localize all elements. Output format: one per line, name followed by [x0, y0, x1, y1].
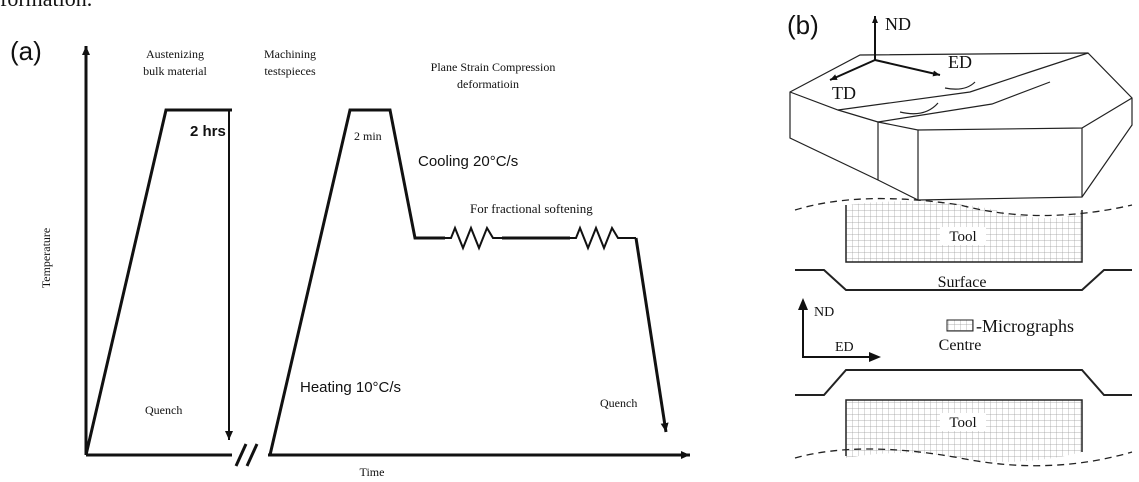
stage3-title-line2: deformatioin [457, 77, 519, 91]
td-label-top: TD [832, 83, 856, 103]
header-fragment: formation. [0, 0, 92, 11]
ed-label-small: ED [835, 340, 854, 355]
tool-bottom-label: Tool [949, 415, 976, 431]
stage2-title-line1: Machining [264, 47, 316, 61]
hold-time-2min: 2 min [354, 129, 382, 143]
panel-a: (a) Temperature Time Austenizing bulk ma… [10, 36, 690, 479]
austenizing-profile [84, 108, 232, 456]
nd-label-small: ND [814, 305, 834, 320]
ed-arrow [874, 59, 941, 77]
ed-label-top: ED [948, 52, 972, 72]
stage3-title-line1: Plane Strain Compression [431, 60, 556, 74]
axis-break-icon [234, 443, 259, 467]
stage1-title-line2: bulk material [143, 64, 207, 78]
quench-2-arrow [634, 237, 669, 433]
x-axis-label: Time [360, 465, 385, 479]
top-tool: Tool [794, 197, 1133, 263]
quench-1-label: Quench [145, 403, 182, 417]
specimen-cross-section [795, 269, 1132, 396]
small-nd-arrowhead [798, 298, 808, 310]
quench-2-label: Quench [600, 396, 637, 410]
cooling-rate: Cooling 20°C/s [418, 153, 518, 170]
stage2-title-line2: testspieces [264, 64, 316, 78]
surface-label: Surface [938, 274, 987, 291]
y-axis-label: Temperature [39, 228, 53, 288]
softening-coil-1 [445, 225, 502, 251]
panel-b: (b) ND ED TD Tool [787, 10, 1133, 467]
bottom-tool: Tool [794, 399, 1133, 467]
heating-cooling-profile [268, 108, 445, 456]
hold-time-2hrs: 2 hrs [190, 123, 226, 140]
small-ed-arrowhead [869, 352, 881, 362]
stage1-title-line1: Austenizing [146, 47, 204, 61]
td-arrow [829, 59, 876, 81]
softening-coil-2 [570, 225, 636, 251]
fractional-softening-label: For fractional softening [470, 201, 593, 216]
centre-label: Centre [939, 337, 982, 354]
heating-rate: Heating 10°C/s [300, 379, 401, 396]
panel-a-label: (a) [10, 36, 42, 66]
specimen-block [789, 52, 1133, 201]
micrograph-region-icon [946, 319, 974, 332]
tool-top-label: Tool [949, 229, 976, 245]
micrographs-label: -Micrographs [976, 316, 1074, 336]
small-axes [802, 305, 874, 358]
nd-label-top: ND [885, 14, 911, 34]
panel-b-label: (b) [787, 10, 819, 40]
